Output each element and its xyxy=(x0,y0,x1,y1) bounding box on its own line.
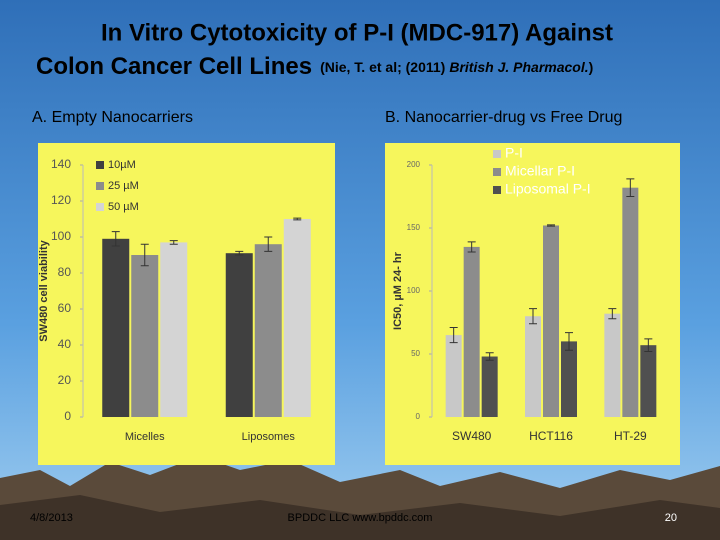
y-tick-label: 80 xyxy=(58,265,72,279)
legend-label: 10µM xyxy=(108,159,136,171)
error-bar xyxy=(169,240,178,245)
error-bar xyxy=(485,352,494,361)
y-tick-label: 20 xyxy=(58,373,72,387)
y-tick-label: 100 xyxy=(51,229,71,243)
y-tick-label: 50 xyxy=(411,349,420,358)
panel-label: A. Empty Nanocarriers xyxy=(32,109,193,126)
title: In Vitro Cytotoxicity of P-I (MDC-917) A… xyxy=(101,19,613,46)
bar xyxy=(543,225,559,417)
bar xyxy=(640,345,657,417)
legend-label: 25 µM xyxy=(108,180,139,192)
legend-swatch xyxy=(493,186,501,194)
bar xyxy=(561,341,577,417)
bar xyxy=(622,187,639,417)
legend-swatch xyxy=(96,161,104,169)
error-bar xyxy=(644,338,653,352)
error-bar xyxy=(293,217,302,221)
x-tick-label: HT-29 xyxy=(614,429,647,443)
legend-label: Micellar P-I xyxy=(505,163,575,179)
y-tick-label: 120 xyxy=(51,193,71,207)
y-tick-label: 60 xyxy=(58,301,72,315)
bar xyxy=(481,356,498,417)
legend-label: P-I xyxy=(505,145,523,161)
y-tick-label: 40 xyxy=(58,337,72,351)
citation: ) xyxy=(589,59,594,75)
panel-label: B. Nanocarrier-drug vs Free Drug xyxy=(385,109,622,126)
title-line: Colon Cancer Cell Lines xyxy=(36,53,312,80)
error-bar xyxy=(140,243,149,267)
y-tick-label: 100 xyxy=(407,286,421,295)
x-tick-label: Micelles xyxy=(125,431,165,443)
bar xyxy=(131,255,159,417)
page-number: 20 xyxy=(665,512,677,524)
legend-label: Liposomal P-I xyxy=(505,181,591,197)
y-axis-label: IC50, µM 24- hr xyxy=(392,251,404,330)
y-tick-label: 0 xyxy=(64,409,71,423)
error-bar xyxy=(235,250,244,256)
legend-swatch xyxy=(493,150,501,158)
legend-swatch xyxy=(96,203,104,211)
bar xyxy=(604,313,621,417)
y-tick-label: 200 xyxy=(407,160,421,169)
bar xyxy=(283,219,311,417)
error-bar xyxy=(264,236,273,252)
error-bar xyxy=(565,332,573,351)
bar xyxy=(445,335,462,417)
error-bar xyxy=(608,308,617,320)
y-tick-label: 150 xyxy=(407,223,421,232)
error-bar xyxy=(111,231,120,247)
date: 4/8/2013 xyxy=(30,512,73,524)
bar xyxy=(463,246,480,417)
footer: BPDDC LLC www.bpddc.com xyxy=(288,512,433,524)
error-bar xyxy=(449,327,458,344)
legend-swatch xyxy=(493,168,501,176)
x-tick-label: HCT116 xyxy=(529,429,573,443)
error-bar xyxy=(547,224,555,227)
error-bar xyxy=(626,178,635,197)
citation-journal: British J. Pharmacol. xyxy=(449,59,588,75)
citation: (Nie, T. et al; (2011) xyxy=(320,59,445,75)
bar xyxy=(225,253,253,417)
x-tick-label: Liposomes xyxy=(242,431,296,443)
mountains-front xyxy=(0,495,720,540)
title: Colon Cancer Cell Lines (Nie, T. et al; (… xyxy=(36,53,593,80)
bar xyxy=(160,242,188,417)
y-tick-label: 140 xyxy=(51,157,71,171)
legend-swatch xyxy=(96,182,104,190)
error-bar xyxy=(467,241,476,253)
error-bar xyxy=(529,308,537,325)
x-tick-label: SW480 xyxy=(452,429,492,443)
bar xyxy=(525,316,541,417)
y-tick-label: 0 xyxy=(416,412,421,421)
bar xyxy=(102,238,130,417)
y-axis-label: SW480 cell viability xyxy=(38,239,50,341)
bar xyxy=(254,244,282,417)
legend-label: 50 µM xyxy=(108,201,139,213)
